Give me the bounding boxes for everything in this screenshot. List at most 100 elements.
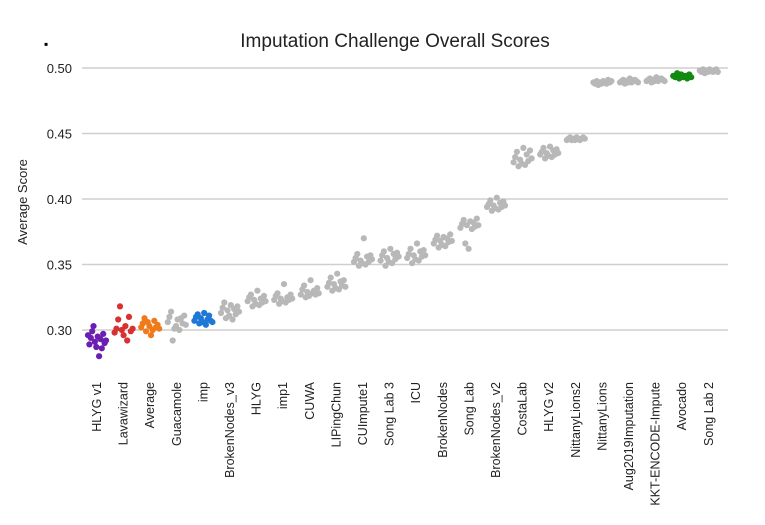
data-point [380,248,387,255]
x-tick-label: Average [143,382,157,428]
x-tick-label: imp1 [276,382,290,409]
data-point [512,154,519,161]
data-point [377,257,384,264]
data-point [122,323,129,330]
data-point [528,155,535,162]
x-tick-label: HLYG v2 [542,382,556,432]
data-point [460,216,467,224]
data-point [93,343,100,351]
data-point [405,250,412,258]
x-tick-label: KKT-ENCODE-Impute [649,382,663,506]
data-point [413,240,421,247]
x-tick-label: ICU [409,382,423,404]
data-point [434,232,441,239]
data-point [289,295,296,302]
data-point [143,328,150,335]
x-tick-label: Lavawizard [117,382,131,445]
data-point [97,336,104,343]
data-point [201,309,208,317]
data-point [125,313,133,320]
x-tick-label: CostaLab [516,382,530,436]
data-point [342,283,349,290]
data-point [634,79,642,86]
data-point [581,135,588,142]
x-tick-label: Song Lab 3 [383,382,397,446]
y-tick-label: 0.40 [47,192,72,207]
data-point [209,319,216,326]
data-points [84,66,721,360]
data-point [315,290,322,297]
data-point [87,334,94,341]
data-point [147,332,155,339]
data-point [254,287,261,294]
data-point [510,159,517,166]
data-point [520,144,527,151]
data-point [297,291,304,298]
data-point [156,325,163,332]
y-tick-label: 0.35 [47,258,72,273]
data-point [234,303,241,310]
x-tick-label: Song Lab 2 [702,382,716,446]
data-point [280,281,288,288]
data-point [526,147,534,154]
x-tick-label: CUWA [303,381,317,419]
x-tick-label: NittanyLions [595,382,609,451]
data-point [368,256,376,263]
data-point [120,332,127,339]
data-point [168,308,175,315]
data-point [307,277,314,284]
y-tick-labels: 0.30 0.35 0.40 0.45 0.50 [47,61,72,338]
data-point [422,252,429,259]
data-point [387,245,394,252]
data-point [176,326,183,334]
data-point [360,235,367,242]
data-point [89,328,96,335]
data-point [229,316,236,323]
data-point [325,279,333,286]
data-point [462,240,469,247]
data-point [314,285,321,292]
data-point [91,338,98,345]
data-point [327,274,334,281]
data-point [688,74,695,81]
x-tick-labels: HLYG v1 Lavawizard Average Guacamole imp Brok… [90,381,716,505]
data-point [98,345,105,352]
data-point [465,245,472,252]
data-point [129,325,136,332]
data-point [334,270,341,277]
x-tick-label: Avocado [675,382,689,430]
data-point [473,215,480,222]
data-point [447,231,454,238]
data-point [224,307,231,314]
data-point [221,299,228,306]
x-tick-label: Song Lab [462,382,476,436]
y-tick-label: 0.45 [47,127,72,142]
data-point [202,321,209,328]
x-tick-label: Guacamole [170,382,184,446]
data-point [513,148,521,155]
corner-marker: ▪ [44,37,48,51]
x-tick-label: imp [196,382,210,402]
x-tick-label: CUImpute1 [356,382,370,445]
x-tick-label: BrokenNodes_v2 [489,382,503,478]
data-point [555,150,562,157]
data-point [102,337,110,344]
data-point [169,337,176,344]
data-point [274,290,281,297]
data-point [608,78,615,85]
x-tick-label: HLYG v1 [90,382,104,432]
data-point [354,250,361,258]
y-axis-label: Average Score [15,159,30,245]
data-point [540,144,547,151]
data-point [164,319,171,326]
x-tick-label: BrokenNodes_v3 [223,382,237,478]
data-point [260,292,268,299]
data-point [661,78,668,85]
gridlines [82,67,728,331]
data-point [487,197,494,204]
data-point [113,325,120,332]
data-point [86,341,93,348]
data-point [395,253,402,260]
chart-title: Imputation Challenge Overall Scores [240,31,549,52]
data-point [115,316,122,323]
